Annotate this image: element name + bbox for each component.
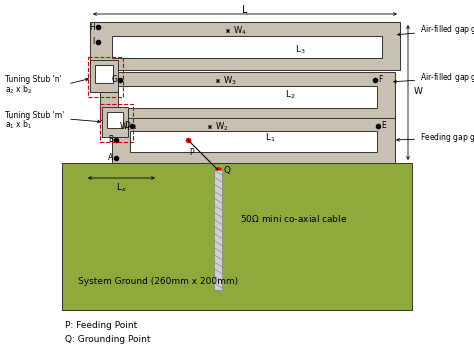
Text: P: P	[189, 148, 193, 157]
Text: L$_2$: L$_2$	[285, 89, 295, 101]
Text: B: B	[108, 136, 113, 144]
Bar	[62, 163, 412, 310]
Text: Tuning Stub 'n': Tuning Stub 'n'	[5, 76, 62, 84]
Text: A: A	[108, 153, 113, 163]
Text: L$_1$: L$_1$	[264, 132, 275, 144]
Text: W$_4$: W$_4$	[233, 25, 247, 37]
Bar	[214, 170, 222, 290]
Bar	[90, 22, 400, 70]
Text: Q: Q	[224, 165, 231, 175]
Text: 50$\Omega$ mini co-axial cable: 50$\Omega$ mini co-axial cable	[240, 213, 347, 224]
Bar	[118, 86, 377, 108]
Text: Air-filled gap g$_2$: Air-filled gap g$_2$	[394, 71, 474, 84]
Text: P: Feeding Point: P: Feeding Point	[65, 321, 137, 329]
Text: G: G	[112, 76, 118, 84]
Bar	[130, 131, 377, 152]
Text: Air-filled gap g$_3$: Air-filled gap g$_3$	[398, 23, 474, 37]
Bar	[100, 104, 133, 142]
Text: L$_x$: L$_x$	[116, 182, 127, 194]
Text: D: D	[124, 121, 130, 131]
Bar	[107, 112, 123, 128]
Text: Feeding gap g$_1$: Feeding gap g$_1$	[397, 131, 474, 144]
Bar	[112, 36, 382, 58]
Text: a$_2$ x b$_2$: a$_2$ x b$_2$	[5, 84, 33, 96]
Text: System Ground (260mm x 200mm): System Ground (260mm x 200mm)	[78, 278, 238, 286]
Text: Q: Grounding Point: Q: Grounding Point	[65, 335, 151, 344]
Text: I: I	[93, 38, 95, 47]
Bar	[88, 57, 123, 97]
Text: E: E	[381, 121, 386, 131]
Bar	[102, 107, 128, 137]
Text: W: W	[414, 87, 423, 97]
Text: F: F	[378, 76, 383, 84]
Bar	[112, 118, 395, 163]
Text: L$_3$: L$_3$	[295, 44, 305, 56]
Text: W$_3$: W$_3$	[223, 75, 237, 87]
Text: W$_2$: W$_2$	[215, 121, 229, 133]
Text: Tuning Stub 'm': Tuning Stub 'm'	[5, 110, 64, 120]
Text: L: L	[242, 5, 248, 15]
Bar	[90, 60, 118, 92]
Text: W$_1$: W$_1$	[119, 121, 132, 133]
Bar	[100, 72, 395, 120]
Text: H: H	[89, 22, 95, 32]
Text: a$_1$ x b$_1$: a$_1$ x b$_1$	[5, 119, 33, 131]
Bar	[95, 65, 113, 83]
